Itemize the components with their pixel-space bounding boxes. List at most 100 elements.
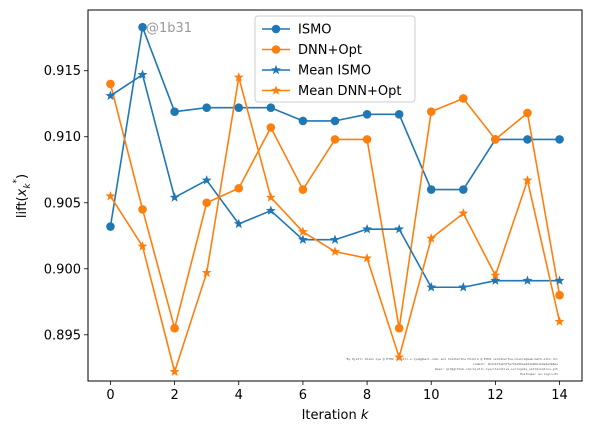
x-tick-label: 4 (235, 388, 243, 403)
legend-entry: Mean ISMO (262, 64, 371, 79)
data-point (138, 22, 147, 32)
legend-frame (254, 15, 416, 103)
data-point (330, 246, 340, 256)
data-point (330, 116, 340, 126)
x-tick-label: 2 (170, 388, 178, 403)
data-point (522, 175, 533, 185)
data-point (523, 135, 532, 144)
series (106, 22, 564, 231)
data-point (234, 103, 244, 113)
legend-entry: ISMO (262, 23, 332, 38)
series-layer (105, 22, 565, 376)
watermark-line: Hostname: eu-login-01 (520, 372, 558, 376)
series (105, 69, 565, 292)
legend-label: ISMO (298, 23, 332, 38)
x-tick-label: 12 (487, 388, 504, 403)
data-point (459, 94, 468, 103)
data-point (394, 110, 404, 119)
x-axis: 0 2 4 6 8 10 12 14 (106, 381, 568, 403)
data-point (554, 275, 565, 285)
data-point (271, 64, 281, 75)
data-point (330, 234, 340, 244)
data-point (265, 205, 276, 215)
annotation-label: @1b31 (146, 21, 192, 36)
x-axis-label-text: Iteration (302, 408, 361, 423)
data-point (554, 316, 565, 326)
data-point (137, 241, 148, 251)
data-point (298, 185, 308, 194)
data-point (490, 270, 501, 280)
data-point (426, 185, 436, 194)
data-point (362, 253, 373, 263)
data-point (202, 198, 211, 208)
data-point (234, 183, 244, 193)
y-tick-label: 0.905 (44, 196, 81, 211)
data-point (394, 352, 405, 362)
data-point (459, 185, 468, 194)
y-tick-label: 0.910 (44, 130, 81, 145)
data-point (297, 226, 308, 237)
legend-entry: Mean DNN+Opt (262, 84, 402, 99)
data-point (458, 282, 469, 292)
data-point (202, 103, 211, 113)
data-point (169, 366, 180, 376)
legend-label: DNN+Opt (298, 43, 362, 58)
series (106, 79, 564, 333)
data-point (426, 233, 437, 243)
data-point (426, 107, 436, 116)
data-point (170, 107, 179, 116)
data-point (490, 275, 501, 285)
data-point (362, 223, 373, 234)
y-axis-label-close: ) (15, 174, 30, 179)
data-point (266, 103, 276, 113)
data-point (201, 267, 212, 277)
data-point (522, 275, 533, 285)
data-point (271, 45, 281, 54)
watermark-line: Repo: git@github.com:kjetil-lye/iterativ… (435, 367, 558, 371)
data-point (298, 116, 308, 126)
data-point (271, 24, 281, 34)
watermark-line: By Kjetil Olsen Lye @ ETHZ <kjetil.o.lye… (347, 357, 559, 361)
data-point (555, 135, 564, 144)
data-point (233, 72, 244, 82)
data-point (170, 323, 179, 333)
data-point (555, 290, 564, 300)
data-point (330, 135, 340, 144)
x-axis-label-var: k (361, 408, 369, 423)
y-axis-label-sub: k (23, 183, 33, 189)
legend-entry: DNN+Opt (262, 43, 362, 58)
data-point (201, 175, 212, 185)
x-tick-label: 6 (299, 388, 307, 403)
data-point (458, 208, 469, 218)
y-axis-label-sup: * (12, 178, 22, 183)
x-axis-label: Iteration k (302, 408, 369, 423)
x-tick-label: 10 (423, 388, 440, 403)
data-point (265, 192, 276, 202)
legend-label: Mean DNN+Opt (298, 84, 402, 99)
data-point (233, 218, 244, 229)
y-tick-label: 0.900 (44, 262, 81, 277)
y-tick-label: 0.915 (44, 64, 81, 79)
data-point (137, 69, 148, 79)
x-tick-label: 8 (363, 388, 371, 403)
series (105, 72, 565, 376)
y-axis: 0.895 0.900 0.905 0.910 0.915 (44, 64, 88, 343)
data-point (105, 190, 116, 201)
watermark-line: Commit: 1b31bf3ab37fe7b3e9bea4d2a2bb1a3a… (473, 362, 558, 366)
watermark: By Kjetil Olsen Lye @ ETHZ <kjetil.o.lye… (347, 357, 559, 376)
data-point (362, 110, 372, 119)
y-axis-label-var: x (15, 188, 30, 197)
data-point (491, 135, 500, 144)
legend-label: Mean ISMO (298, 64, 371, 79)
data-point (106, 79, 115, 89)
data-point (394, 223, 405, 234)
x-tick-label: 14 (551, 388, 568, 403)
x-tick-label: 0 (106, 388, 114, 403)
legend: ISMO DNN+Opt Mean ISMO Mean DNN+Opt (254, 15, 416, 103)
y-tick-label: 0.895 (44, 328, 81, 343)
data-point (266, 123, 276, 132)
data-point (426, 282, 437, 292)
y-axis-label-text: lift( (15, 196, 30, 218)
data-point (138, 205, 147, 214)
